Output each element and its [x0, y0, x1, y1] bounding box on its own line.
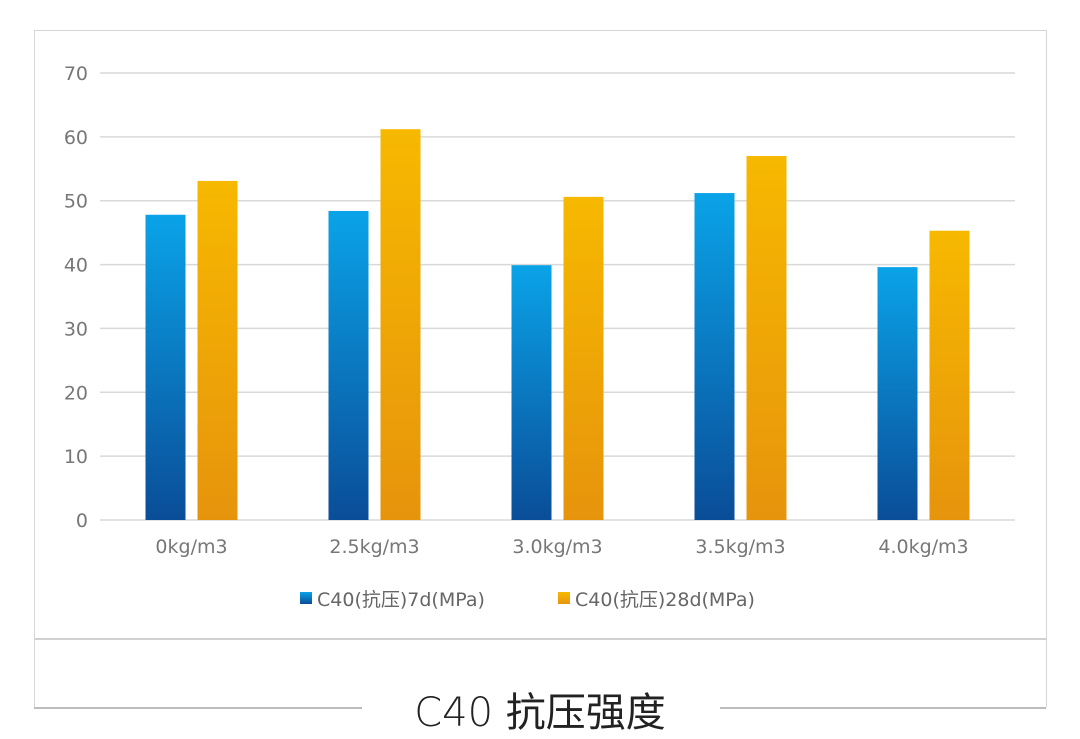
bar-7d: [145, 214, 186, 520]
title-rule-left: [34, 707, 362, 709]
bar-7d: [694, 193, 735, 520]
x-tick-label: 0kg/m3: [155, 536, 227, 558]
bar-28d: [380, 129, 421, 521]
y-tick-label: 70: [64, 63, 88, 85]
y-tick-label: 50: [64, 191, 88, 213]
y-tick-label: 30: [64, 318, 88, 340]
bar-28d: [929, 230, 970, 520]
y-tick-label: 60: [64, 127, 88, 149]
bar-28d: [563, 196, 604, 520]
bar-7d: [511, 265, 552, 520]
y-tick-label: 0: [76, 510, 88, 532]
y-tick-label: 40: [64, 255, 88, 277]
x-tick-label: 3.5kg/m3: [695, 536, 785, 558]
bar-28d: [197, 180, 238, 520]
legend-swatch: [300, 592, 312, 604]
bar-28d: [746, 156, 787, 520]
bar-7d: [328, 210, 369, 520]
x-tick-label: 4.0kg/m3: [878, 536, 968, 558]
legend-label: C40(抗压)28d(MPa): [575, 589, 755, 611]
y-tick-label: 20: [64, 382, 88, 404]
x-tick-label: 2.5kg/m3: [329, 536, 419, 558]
title-rule-right: [720, 707, 1046, 709]
caption-area: [34, 639, 1047, 707]
x-tick-label: 3.0kg/m3: [512, 536, 602, 558]
legend-label: C40(抗压)7d(MPa): [317, 589, 485, 611]
chart-title: C40 抗压强度: [414, 690, 666, 736]
bar-7d: [877, 267, 918, 520]
y-tick-label: 10: [64, 446, 88, 468]
chart-frame: [34, 30, 1047, 640]
legend-swatch: [558, 592, 570, 604]
